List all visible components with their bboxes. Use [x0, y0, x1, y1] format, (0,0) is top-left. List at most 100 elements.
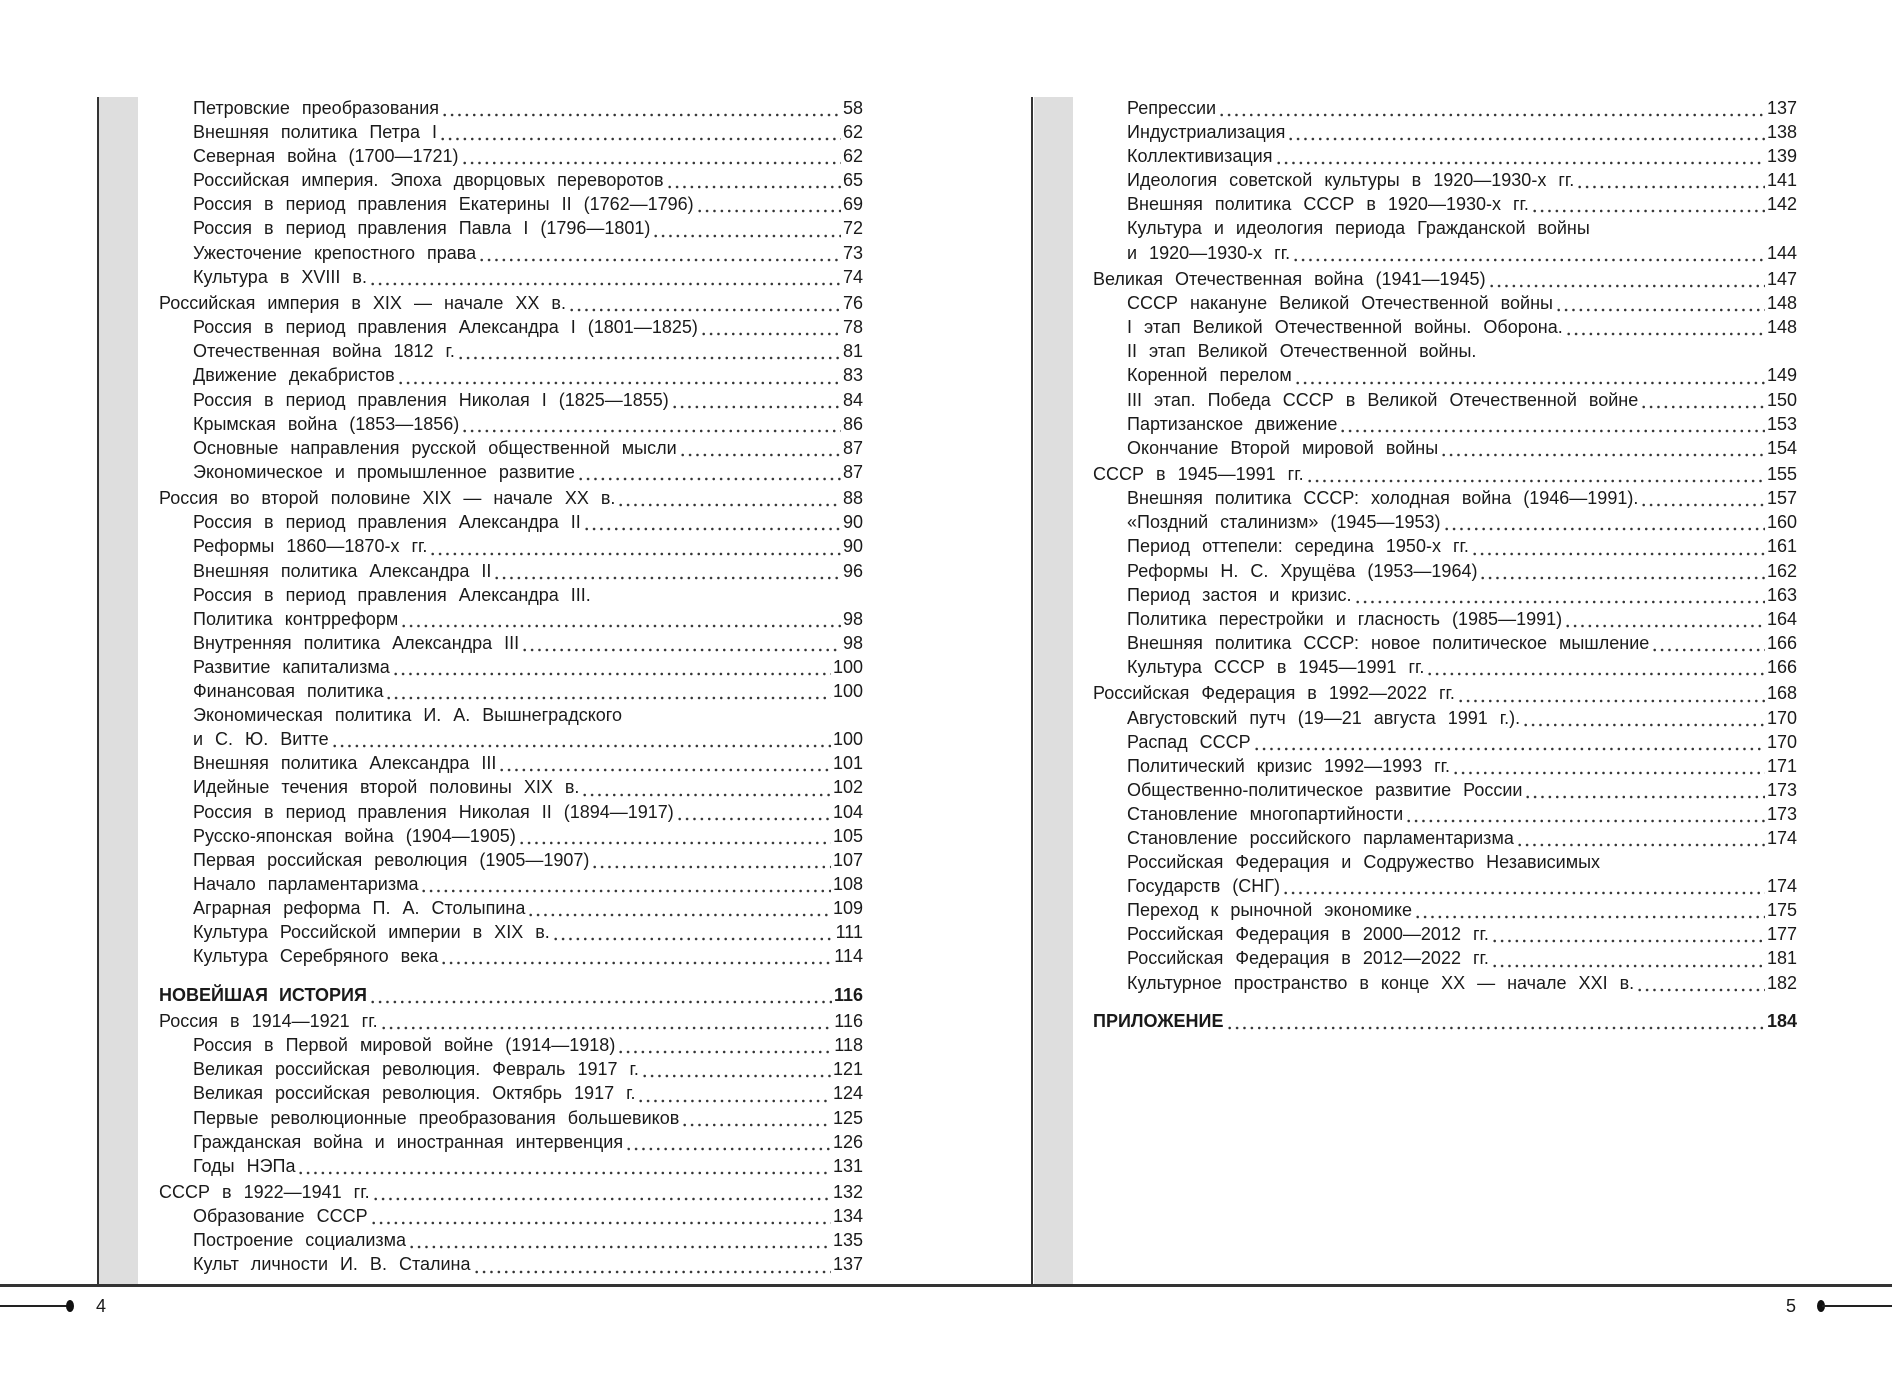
dot-leader — [460, 144, 841, 169]
toc-entry-page: 142 — [1766, 194, 1797, 215]
toc-entry: Внутренняя политика Александра III 98 — [159, 630, 863, 655]
dot-leader — [1274, 144, 1765, 169]
toc-entry: Внешняя политика СССР: новое политическо… — [1093, 630, 1797, 655]
dot-leader — [1339, 411, 1765, 436]
toc-entry-title: Великая Отечественная война (1941—1945) — [1093, 269, 1486, 290]
toc-entry-page: 164 — [1766, 608, 1797, 629]
toc-entry-title: Политика контрреформ — [193, 608, 399, 629]
dot-leader — [429, 534, 841, 559]
toc-entry-page: 135 — [832, 1230, 863, 1251]
toc-entry-page: 58 — [842, 98, 863, 118]
toc-entry-title: Россия в Первой мировой войне (1914—1918… — [193, 1035, 616, 1056]
toc-entry: Окончание Второй мировой войны 154 — [1093, 435, 1797, 460]
toc-entry: СССР накануне Великой Отечественной войн… — [1093, 291, 1797, 316]
toc-entry-page: 90 — [842, 536, 863, 557]
toc-entry: Культура Российской империи в XIX в. 111 — [159, 920, 863, 945]
toc-entry-page: 138 — [1766, 122, 1797, 143]
toc-entry-title: Общественно-политическое развитие России — [1127, 779, 1523, 800]
right-page-margin-line — [1031, 97, 1033, 1285]
dot-leader — [297, 1153, 831, 1178]
toc-entry-title: Период оттепели: середина 1950-х гг. — [1127, 536, 1469, 557]
toc-entry-title: Отечественная война 1812 г. — [193, 341, 455, 362]
toc-entry-title: Россия в период правления Екатерины II (… — [193, 194, 694, 215]
dot-leader — [1640, 486, 1765, 511]
toc-entry-page: 116 — [834, 1011, 863, 1032]
dot-leader — [1479, 558, 1765, 583]
dot-leader — [652, 216, 841, 241]
toc-entry: Первая российская революция (1905—1907) 1… — [159, 847, 863, 872]
dot-leader — [521, 630, 841, 655]
toc-entry-page: 116 — [833, 984, 863, 1005]
dot-leader — [391, 655, 831, 680]
toc-entry: Гражданская война и иностранная интервен… — [159, 1129, 863, 1154]
toc-entry-title: Внутренняя политика Александра III — [193, 632, 520, 653]
toc-entry: Становление многопартийности 173 — [1093, 801, 1797, 826]
toc-entry-page: 174 — [1766, 876, 1797, 897]
toc-entry-page: 62 — [842, 122, 863, 143]
toc-entry-page: 157 — [1766, 488, 1797, 509]
toc-entry-title: Культура Российской империи в XIX в. — [193, 921, 550, 942]
toc-entry-title: Коренной перелом — [1127, 365, 1292, 386]
toc-entry: Культура и идеология периода Гражданской… — [1093, 216, 1797, 240]
toc-entry: Северная война (1700—1721) 62 — [159, 144, 863, 169]
dot-leader — [1452, 753, 1765, 778]
toc-entry: Становление российского парламентаризма 1… — [1093, 826, 1797, 851]
dot-leader — [1456, 681, 1765, 706]
toc-entry: Русско-японская война (1904—1905) 105 — [159, 823, 863, 848]
dot-leader — [420, 871, 831, 896]
toc-entry: Внешняя политика Александра III 101 — [159, 751, 863, 776]
toc-entry-title: Реформы Н. С. Хрущёва (1953—1964) — [1127, 560, 1478, 581]
toc-entry-title: Политический кризис 1992—1993 гг. — [1127, 755, 1451, 776]
toc-entry-page: 147 — [1766, 269, 1797, 290]
toc-entry-page: 125 — [832, 1107, 863, 1128]
toc-entry-title: Идейные течения второй половины XIX в. — [193, 777, 580, 798]
toc-entry: Петровские преобразования 58 — [159, 96, 863, 121]
toc-entry-title: Россия в период правления Александра I (… — [193, 317, 698, 338]
toc-entry-page: 181 — [1766, 948, 1797, 969]
toc-entry-page: 175 — [1766, 900, 1797, 921]
dot-leader — [1293, 363, 1765, 388]
toc-entry: Репрессии 137 — [1093, 96, 1797, 121]
toc-entry-title: Российская Федерация в 1992—2022 гг. — [1093, 683, 1455, 704]
toc-entry-title: Финансовая политика — [193, 681, 384, 702]
dot-leader — [1515, 826, 1765, 851]
toc-entry: Период застоя и кризис. 163 — [1093, 582, 1797, 607]
toc-entry-title: Становление российского парламентаризма — [1127, 827, 1514, 848]
toc-entry-page: 72 — [842, 218, 863, 239]
toc-entry-title: Российская Федерация в 2000—2012 гг. — [1127, 924, 1489, 945]
dot-leader — [478, 240, 841, 265]
toc-entry: Переход к рыночной экономике 175 — [1093, 898, 1797, 923]
toc-entry-title: Движение декабристов — [193, 365, 395, 386]
toc-entry: ПРИЛОЖЕНИЕ 184 — [1093, 1009, 1797, 1034]
toc-entry-page: 88 — [842, 488, 863, 509]
right-page-toc: Репрессии 137 Индустриализация 138 Коллектив… — [1093, 96, 1797, 1034]
toc-entry-page: 101 — [832, 753, 863, 774]
toc-entry-title: Российская Федерация в 2012—2022 гг. — [1127, 948, 1489, 969]
toc-entry-title: Российская Федерация и Содружество Незав… — [1127, 852, 1601, 873]
dot-leader — [527, 895, 831, 920]
toc-entry: Построение социализма 135 — [159, 1228, 863, 1253]
toc-entry-title: Индустриализация — [1127, 122, 1286, 143]
toc-entry-title: НОВЕЙШАЯ ИСТОРИЯ — [159, 984, 367, 1005]
dot-leader — [368, 982, 832, 1007]
toc-entry: Коллективизация 139 — [1093, 144, 1797, 169]
toc-entry: Экономическое и промышленное развитие 87 — [159, 459, 863, 484]
dot-leader — [1564, 606, 1765, 631]
toc-entry-title: Россия во второй половине XIX — начале X… — [159, 488, 616, 509]
dot-leader — [1522, 705, 1765, 730]
toc-entry: Политика перестройки и гласность (1985—1… — [1093, 606, 1797, 631]
toc-entry-page: 73 — [842, 242, 863, 263]
dot-leader — [670, 387, 841, 412]
toc-entry-page: 74 — [842, 266, 863, 287]
left-page-number: 4 — [96, 1296, 107, 1316]
toc-entry-page: 114 — [834, 946, 863, 967]
toc-entry-page: 87 — [842, 461, 863, 482]
dot-leader — [472, 1252, 831, 1277]
toc-entry-page: 149 — [1766, 365, 1797, 386]
toc-entry-page: 134 — [832, 1206, 863, 1227]
dot-leader — [1490, 922, 1765, 947]
toc-entry: Культура в XVIII в. 74 — [159, 264, 863, 289]
toc-entry: Идеология советской культуры в 1920—1930… — [1093, 168, 1797, 193]
dot-leader — [582, 510, 841, 535]
right-page-number: 5 — [1786, 1296, 1797, 1316]
